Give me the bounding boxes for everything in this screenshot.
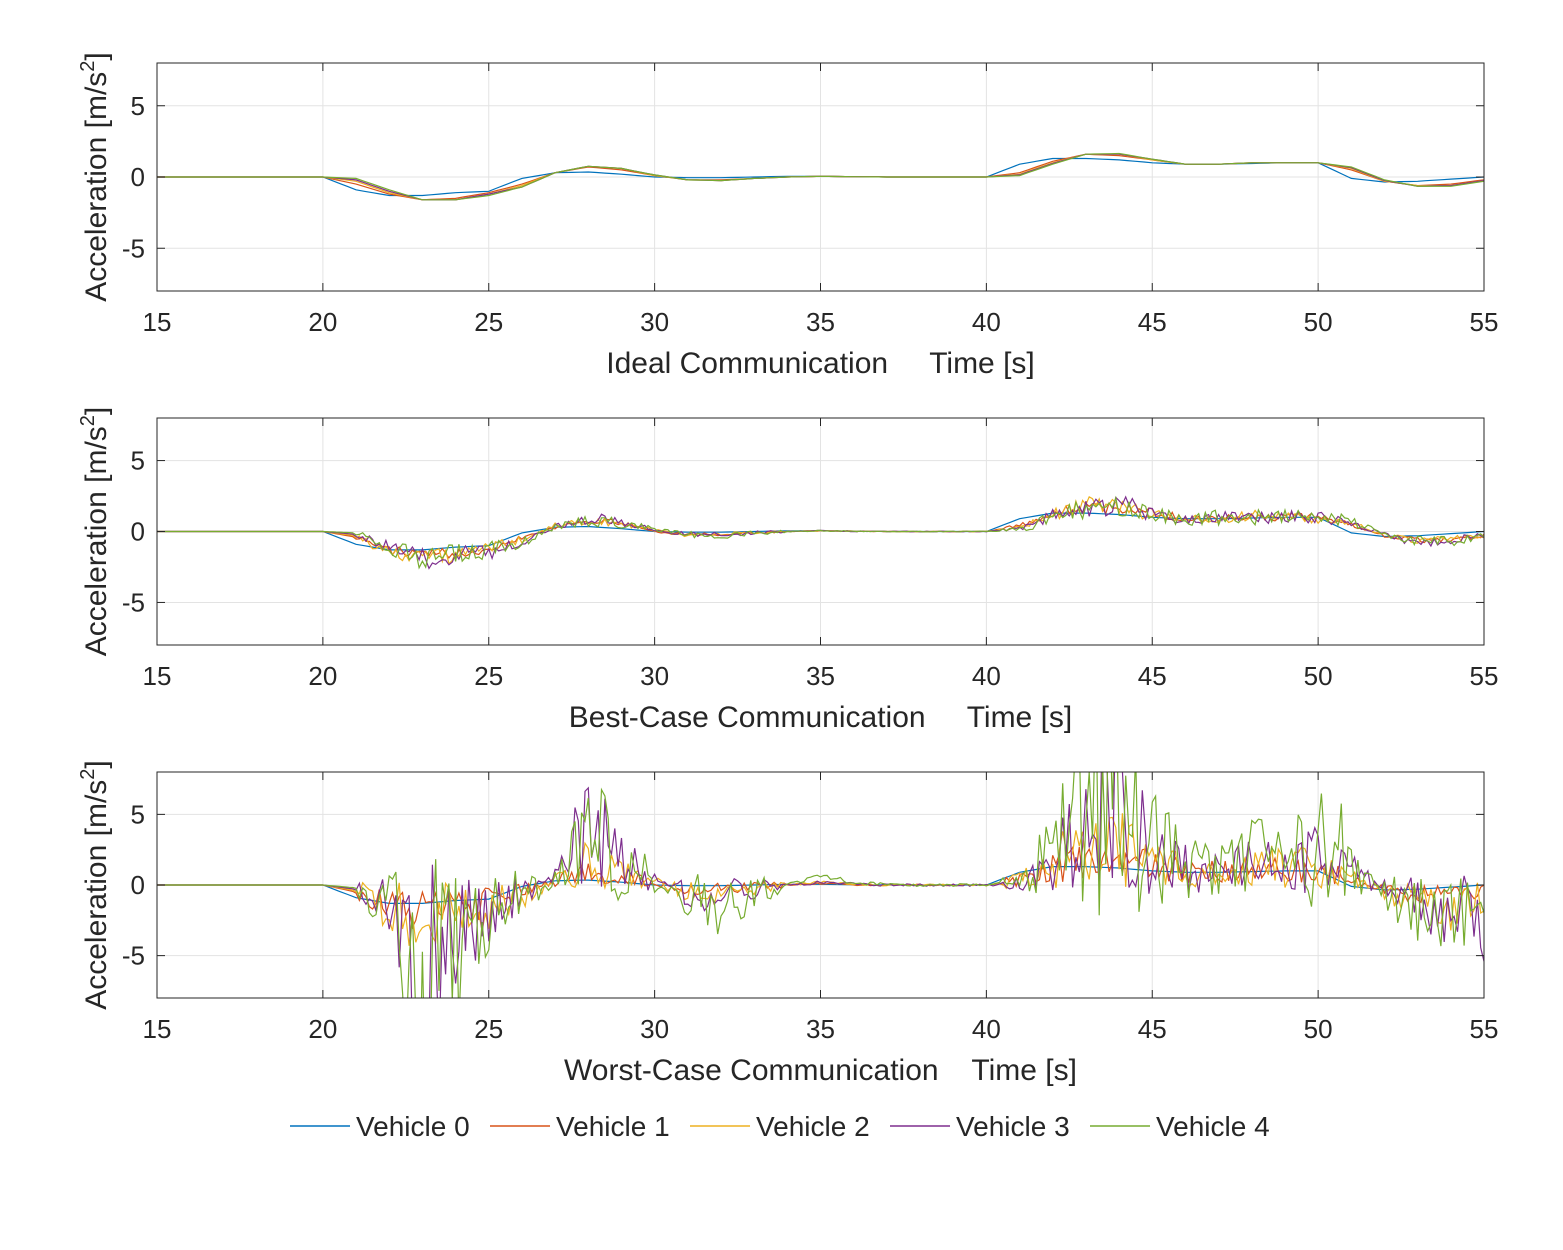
x-tick-label: 55 <box>1470 1014 1499 1044</box>
legend-label: Vehicle 3 <box>956 1111 1070 1142</box>
y-tick-label: 5 <box>131 799 145 829</box>
x-tick-label: 15 <box>143 307 172 337</box>
x-tick-label: 50 <box>1304 661 1333 691</box>
x-tick-label: 30 <box>640 661 669 691</box>
y-axis-label-text: Acceleration [m/s <box>80 780 113 1010</box>
y-axis-label: Acceleration [m/s2] <box>77 407 113 657</box>
x-tick-label: 40 <box>972 307 1001 337</box>
x-tick-label: 20 <box>308 1014 337 1044</box>
x-tick-label: 30 <box>640 1014 669 1044</box>
legend: Vehicle 0 Vehicle 1 Vehicle 2 Vehicle 3 Vehi… <box>290 1111 1270 1142</box>
x-tick-label: 40 <box>972 661 1001 691</box>
legend-label: Vehicle 4 <box>1156 1111 1270 1142</box>
legend-item: Vehicle 3 <box>890 1111 1070 1142</box>
x-tick-label: 45 <box>1138 661 1167 691</box>
y-axis-label-superscript: 2 <box>77 769 99 780</box>
x-tick-label: 25 <box>474 307 503 337</box>
x-tick-label: 25 <box>474 661 503 691</box>
y-tick-label: 5 <box>131 446 145 476</box>
x-tick-label: 45 <box>1138 307 1167 337</box>
series-line-vehicle-4 <box>157 495 1484 570</box>
x-tick-label: 30 <box>640 307 669 337</box>
x-tick-label: 55 <box>1470 307 1499 337</box>
x-axis-label: Worst-Case Communication Time [s] <box>564 1054 1077 1087</box>
legend-item: Vehicle 2 <box>690 1111 870 1142</box>
x-tick-label: 40 <box>972 1014 1001 1044</box>
series-line-vehicle-4 <box>157 152 1484 201</box>
x-tick-label: 35 <box>806 307 835 337</box>
y-tick-label: -5 <box>122 587 145 617</box>
series-line-vehicle-3 <box>157 772 1484 998</box>
legend-label: Vehicle 2 <box>756 1111 870 1142</box>
y-axis-label-end: ] <box>80 407 113 415</box>
y-axis-label: Acceleration [m/s2] <box>77 760 113 1010</box>
y-tick-label: -5 <box>122 233 145 263</box>
x-tick-label: 55 <box>1470 661 1499 691</box>
x-tick-label: 25 <box>474 1014 503 1044</box>
x-tick-label: 35 <box>806 1014 835 1044</box>
legend-item: Vehicle 0 <box>290 1111 470 1142</box>
legend-label: Vehicle 1 <box>556 1111 670 1142</box>
x-tick-label: 45 <box>1138 1014 1167 1044</box>
x-tick-label: 20 <box>308 661 337 691</box>
y-tick-label: 0 <box>131 870 145 900</box>
x-tick-label: 50 <box>1304 307 1333 337</box>
x-axis-label: Ideal Communication Time [s] <box>606 347 1035 380</box>
x-tick-label: 20 <box>308 307 337 337</box>
y-axis-label-superscript: 2 <box>77 61 99 72</box>
y-axis-label: Acceleration [m/s2] <box>77 52 113 302</box>
y-axis-label-superscript: 2 <box>77 415 99 426</box>
x-tick-label: 15 <box>143 1014 172 1044</box>
y-axis-label-end: ] <box>80 760 113 768</box>
y-tick-label: -5 <box>122 941 145 971</box>
y-axis-label-text: Acceleration [m/s <box>80 72 113 302</box>
y-tick-label: 5 <box>131 91 145 121</box>
x-axis-label: Best-Case Communication Time [s] <box>569 701 1073 734</box>
y-axis-label-text: Acceleration [m/s <box>80 426 113 656</box>
y-tick-label: 0 <box>131 517 145 547</box>
y-axis-label-end: ] <box>80 52 113 60</box>
x-tick-label: 35 <box>806 661 835 691</box>
x-tick-label: 15 <box>143 661 172 691</box>
legend-item: Vehicle 4 <box>1090 1111 1270 1142</box>
x-tick-label: 50 <box>1304 1014 1333 1044</box>
legend-item: Vehicle 1 <box>490 1111 670 1142</box>
y-tick-label: 0 <box>131 162 145 192</box>
series-line-vehicle-4 <box>157 772 1484 998</box>
legend-label: Vehicle 0 <box>356 1111 470 1142</box>
